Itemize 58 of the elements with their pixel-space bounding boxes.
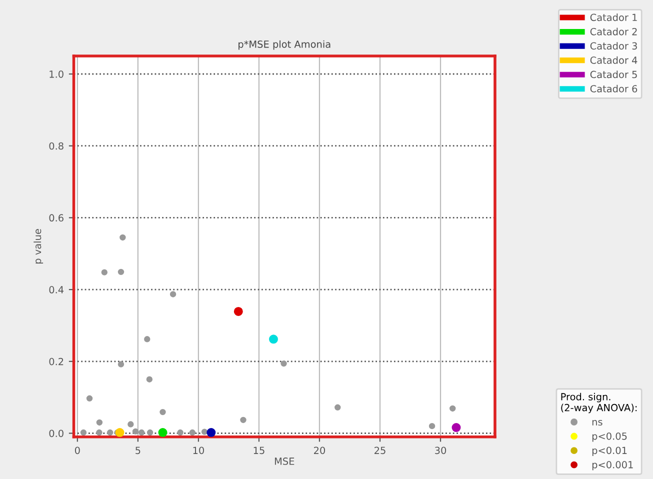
y-tick-label: 0.4	[49, 286, 64, 294]
point	[452, 423, 461, 432]
x-tick-label: 5	[136, 446, 140, 454]
point	[80, 429, 87, 436]
legend-label: Catador 4	[590, 56, 638, 64]
y-axis-title: p value	[34, 229, 44, 264]
legend-label: ns	[592, 420, 602, 426]
legend-label: p<0.001	[592, 461, 633, 470]
point	[170, 291, 176, 298]
point	[128, 421, 134, 428]
point	[115, 428, 124, 437]
point	[120, 234, 126, 241]
y-tick-label: 0.6	[49, 214, 64, 222]
point	[189, 429, 196, 436]
point	[206, 428, 216, 437]
x-tick-label: 0	[74, 446, 80, 454]
point	[96, 419, 103, 426]
point	[428, 422, 436, 430]
point	[101, 269, 108, 276]
point	[86, 395, 93, 402]
point	[177, 429, 184, 436]
point	[106, 429, 114, 436]
chart-title: p*MSE plot Amonia	[238, 40, 330, 50]
legend-label: Catador 2	[590, 28, 637, 36]
legend-label: Catador 1	[590, 14, 637, 22]
legend-title: Prod. sign. (2-way ANOVA):	[561, 392, 637, 414]
point	[132, 428, 139, 435]
x-tick-label: 30	[435, 446, 446, 454]
y-tick-label: 0.2	[49, 358, 64, 366]
point	[280, 360, 287, 367]
point	[158, 428, 168, 437]
x-axis-title: MSE	[274, 458, 294, 465]
y-tick-label: 0.8	[49, 142, 64, 150]
point	[160, 408, 166, 416]
point	[146, 376, 153, 382]
point	[138, 429, 145, 436]
point	[240, 416, 246, 424]
legend-label: p<0.05	[592, 432, 627, 442]
point	[268, 334, 278, 344]
point	[334, 404, 341, 410]
legend-label: p<0.01	[592, 446, 627, 456]
point	[96, 429, 102, 436]
y-tick-label: 1.0	[50, 70, 64, 78]
x-tick-label: 10	[193, 446, 204, 454]
point	[144, 336, 150, 342]
point	[201, 428, 208, 435]
y-tick-label: 0.0	[49, 430, 64, 438]
point	[450, 405, 456, 412]
point	[234, 306, 243, 316]
legend-label: Catador 6	[590, 84, 638, 92]
point	[146, 429, 154, 436]
point	[118, 361, 124, 368]
point	[118, 268, 124, 276]
x-tick-label: 15	[254, 446, 264, 454]
x-tick-label: 20	[314, 446, 326, 454]
legend-label: Catador 5	[590, 70, 637, 78]
legend-label: Catador 3	[590, 42, 637, 50]
x-tick-label: 25	[374, 446, 386, 454]
